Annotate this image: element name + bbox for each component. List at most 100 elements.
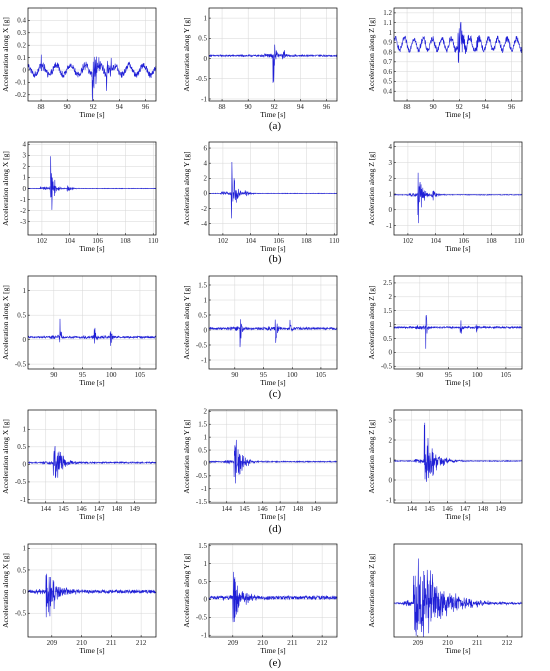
y-tick-label: -1 — [201, 356, 207, 364]
y-tick-label: 0 — [204, 596, 208, 604]
signal-trace — [27, 446, 157, 479]
y-tick-label: -2 — [201, 205, 207, 213]
x-tick-label: 96 — [142, 103, 150, 111]
x-tick-label: 94 — [297, 103, 305, 111]
y-tick-label: 4 — [204, 159, 208, 167]
y-tick-label: -0.5 — [196, 75, 208, 83]
y-tick-label: 0 — [204, 326, 208, 334]
y-tick-label: -4 — [201, 220, 207, 228]
y-tick-label: -1.5 — [196, 498, 208, 506]
plot-frame — [208, 275, 338, 370]
y-tick-label: 0.5 — [198, 35, 207, 43]
y-tick-label: 2 — [23, 163, 27, 171]
x-tick-label: 88 — [38, 103, 46, 111]
y-tick-label: -0.2 — [15, 91, 27, 99]
x-tick-label: 96 — [508, 103, 516, 111]
y-tick-label: 0.5 — [17, 443, 26, 451]
plot-frame — [393, 141, 523, 236]
x-tick-label: 210 — [76, 639, 87, 647]
plot-frame — [208, 409, 338, 504]
y-tick-label: -1 — [386, 222, 392, 230]
y-tick-label: 3 — [23, 152, 27, 160]
x-tick-label: 102 — [403, 237, 414, 245]
y-tick-label: 1 — [23, 174, 27, 182]
x-tick-label: 149 — [310, 505, 321, 513]
x-axis-label: Time [s] — [260, 646, 285, 655]
y-tick-label: 0 — [204, 190, 208, 198]
signal-trace — [208, 439, 338, 484]
y-tick-label: 1 — [23, 545, 27, 553]
y-tick-label: 0.5 — [17, 311, 26, 319]
x-tick-label: 90 — [416, 371, 424, 379]
y-tick-label: -1 — [386, 496, 392, 504]
x-tick-label: 90 — [50, 371, 58, 379]
panel-b-z: 102 104 106 108 110 -1 0 1 2 3 4 Time [s] Accelerati… — [367, 141, 525, 253]
x-tick-label: 147 — [94, 505, 105, 513]
signal-trace — [393, 21, 523, 63]
y-tick-label: 0.6 — [383, 68, 392, 76]
x-tick-label: 90 — [430, 103, 438, 111]
plot-frame — [393, 7, 523, 102]
x-tick-label: 102 — [218, 237, 229, 245]
signal-trace — [27, 54, 157, 102]
x-tick-label: 149 — [129, 505, 140, 513]
y-tick-label: 1 — [389, 456, 393, 464]
plot-frame — [208, 7, 338, 102]
x-tick-label: 212 — [317, 639, 328, 647]
x-tick-label: 144 — [407, 505, 418, 513]
x-tick-label: 95 — [445, 371, 453, 379]
x-tick-label: 104 — [430, 237, 441, 245]
signal-trace — [208, 571, 338, 623]
x-tick-label: 90 — [64, 103, 72, 111]
y-tick-label: 0 — [204, 55, 208, 63]
x-tick-label: 100 — [106, 371, 117, 379]
x-tick-label: 149 — [495, 505, 506, 513]
x-tick-label: 92 — [456, 103, 464, 111]
panel-b-y: 102 104 106 108 110 -4 -2 0 2 4 6 Time [s] Accelerat… — [182, 141, 340, 253]
x-tick-label: 148 — [112, 505, 123, 513]
y-tick-label: 0.7 — [383, 58, 392, 66]
y-tick-label: 0.3 — [17, 29, 26, 37]
x-tick-label: 104 — [64, 237, 75, 245]
panel-a-y: 88 90 92 94 96 -1 -0.5 0 0.5 1 Time [s] Acceleratio… — [182, 7, 338, 119]
y-tick-label: 0 — [23, 185, 27, 193]
y-tick-label: 0.5 — [198, 446, 207, 454]
x-tick-label: 110 — [148, 237, 159, 245]
signal-trace — [393, 172, 523, 224]
x-tick-label: 106 — [273, 237, 284, 245]
x-axis-label: Time [s] — [79, 378, 104, 387]
x-tick-label: 106 — [458, 237, 469, 245]
y-tick-label: -1 — [201, 632, 207, 640]
x-tick-label: 108 — [486, 237, 497, 245]
y-tick-label: -0.5 — [196, 472, 208, 480]
x-axis-label: Time [s] — [445, 378, 470, 387]
subfigure-labels: (a) (b) (c) (d) (e) — [269, 120, 282, 669]
signal-trace — [208, 44, 338, 83]
x-tick-label: 210 — [257, 639, 268, 647]
signal-trace — [393, 422, 523, 482]
y-axis-label: Acceleration along Y [g] — [182, 285, 191, 359]
x-tick-label: 102 — [37, 237, 48, 245]
x-tick-label: 144 — [222, 505, 233, 513]
plot-frame — [208, 543, 338, 638]
y-tick-label: 2 — [204, 408, 208, 416]
signal-trace — [393, 558, 523, 638]
y-tick-label: 2.5 — [383, 279, 392, 287]
x-tick-label: 144 — [41, 505, 52, 513]
y-axis-label: Acceleration along X [g] — [1, 553, 10, 628]
signal-trace — [27, 318, 157, 346]
x-tick-label: 146 — [76, 505, 87, 513]
y-axis-label: Acceleration along X [g] — [1, 419, 10, 494]
y-tick-label: 0.5 — [17, 566, 26, 574]
y-tick-label: 0.5 — [198, 578, 207, 586]
x-tick-label: 147 — [460, 505, 471, 513]
panels-layer: 88 90 92 94 96 -0.2 -0.1 0 0.1 0.2 0.3 0.4 Time [s] A… — [1, 7, 525, 655]
y-axis-label: Acceleration along Y [g] — [182, 151, 191, 225]
y-tick-label: 1 — [389, 321, 393, 329]
y-tick-label: 0 — [23, 588, 27, 596]
x-tick-label: 212 — [136, 639, 147, 647]
x-tick-label: 104 — [245, 237, 256, 245]
x-tick-label: 105 — [316, 371, 327, 379]
x-tick-label: 106 — [92, 237, 103, 245]
